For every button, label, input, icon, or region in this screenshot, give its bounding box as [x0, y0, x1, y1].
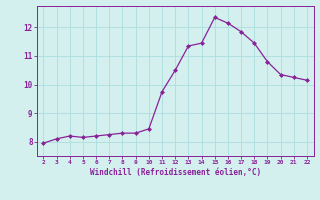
X-axis label: Windchill (Refroidissement éolien,°C): Windchill (Refroidissement éolien,°C) — [90, 168, 261, 177]
